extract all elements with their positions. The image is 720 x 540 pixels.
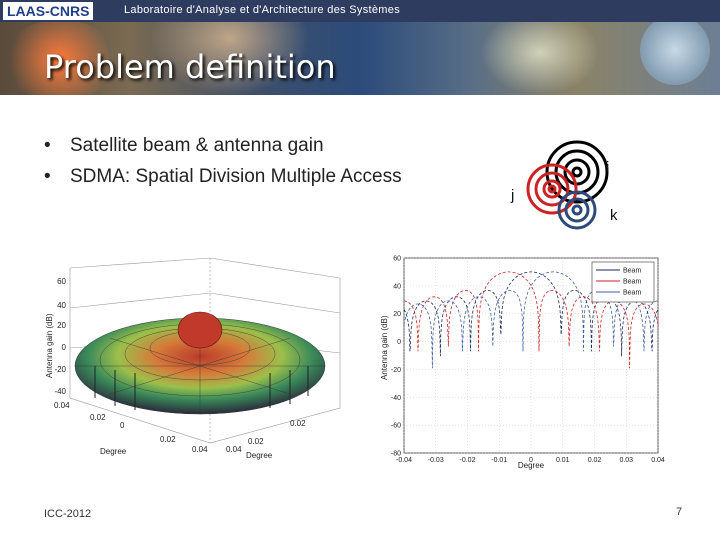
y-axis-label: Degree: [246, 451, 273, 460]
svg-text:0.02: 0.02: [290, 419, 306, 428]
chart-series-line: [403, 271, 659, 357]
svg-text:0.02: 0.02: [248, 437, 264, 446]
chart-series: [403, 271, 659, 369]
banner-decoration: [0, 20, 120, 95]
svg-text:20: 20: [57, 321, 66, 330]
main-lobe-peak: [177, 311, 223, 349]
chart-y-tick-label: -60: [391, 423, 401, 430]
banner-wafer-image: [640, 15, 710, 85]
legend-label: Beam: [623, 290, 641, 297]
svg-text:0.02: 0.02: [160, 435, 176, 444]
chart-y-tick-label: 20: [393, 311, 401, 318]
legend-label: Beam: [623, 268, 641, 275]
header-banner: LAAS-CNRS Laboratoire d'Analyse et d'Arc…: [0, 0, 720, 95]
chart-x-ticks: -0.04 -0.03 -0.02 -0.01 0 0.01 0.02 0.03 0.04: [396, 457, 665, 464]
legend-label: Beam: [623, 279, 641, 286]
chart-x-tick-label: -0.04: [396, 457, 412, 464]
chart-x-label: Degree: [518, 461, 545, 470]
beam-pattern-chart: 60 40 20 0 -20 -40 -60 -80 -0.04 -0.03 -0.02 -0.01…: [380, 256, 665, 471]
beam-label-i: i: [606, 159, 609, 176]
banner-decoration: [480, 10, 600, 95]
svg-text:40: 40: [57, 301, 66, 310]
lab-name: Laboratoire d'Analyse et d'Architecture …: [124, 4, 400, 16]
bullet-item: • SDMA: Spatial Division Multiple Access: [44, 166, 402, 187]
z-axis-ticks: 60 40 20 0 -20 -40: [54, 277, 66, 396]
svg-text:-20: -20: [54, 365, 66, 374]
y-axis-ticks: 0.02 0.04 0.02: [226, 419, 306, 454]
surface-nulls: [94, 366, 309, 410]
chart-x-tick-label: 0.03: [619, 457, 633, 464]
chart-y-tick-label: -20: [391, 367, 401, 374]
svg-text:0.04: 0.04: [54, 401, 70, 410]
chart-y-tick-label: -80: [391, 451, 401, 458]
svg-text:0: 0: [120, 421, 125, 430]
laas-cnrs-logo: LAAS-CNRS: [3, 2, 94, 20]
antenna-gain-3d-plot: 60 40 20 0 -20 -40 Antenna gain (dB) 0.0…: [45, 257, 341, 460]
chart-y-ticks: 60 40 20 0 -20 -40 -60 -80: [391, 256, 401, 458]
svg-text:0: 0: [62, 343, 67, 352]
chart-x-tick-label: -0.01: [491, 457, 507, 464]
beam-label-k: k: [610, 207, 618, 224]
page-number: 7: [676, 506, 683, 518]
beam-rings-diagram: i j k: [510, 140, 618, 230]
svg-text:0.02: 0.02: [90, 413, 106, 422]
x-axis-label: Degree: [100, 447, 127, 456]
beam-j-rings: [526, 163, 578, 215]
banner-top-bar: [0, 0, 720, 22]
beam-k-rings: [557, 190, 597, 230]
chart-y-tick-label: 40: [393, 283, 401, 290]
svg-text:0.04: 0.04: [226, 445, 242, 454]
chart-grid: [403, 257, 659, 454]
conference-label: ICC-2012: [44, 508, 92, 520]
svg-text:0.04: 0.04: [192, 445, 208, 454]
z-axis-label: Antenna gain (dB): [45, 313, 54, 378]
beam-label-j: j: [510, 187, 514, 204]
chart-y-label: Antenna gain (dB): [380, 315, 389, 380]
chart-x-tick-label: -0.02: [460, 457, 476, 464]
bullet-list: • Satellite beam & antenna gain • SDMA: Sp…: [44, 130, 402, 192]
chart-legend: Beam Beam Beam: [591, 261, 655, 303]
chart-y-tick-label: 0: [397, 339, 401, 346]
chart-x-tick-label: 0.01: [556, 457, 570, 464]
chart-x-tick-label: 0.02: [588, 457, 602, 464]
slide-title: Problem definition: [44, 48, 336, 86]
x-axis-ticks: 0.04 0.02 0 0.02 0.04: [54, 401, 208, 454]
chart-x-tick-label: -0.03: [428, 457, 444, 464]
svg-text:-40: -40: [54, 387, 66, 396]
bullet-item: • Satellite beam & antenna gain: [44, 135, 324, 156]
svg-text:60: 60: [57, 277, 66, 286]
chart-y-tick-label: -40: [391, 395, 401, 402]
chart-y-tick-label: 60: [393, 256, 401, 263]
chart-x-tick-label: 0.04: [651, 457, 665, 464]
chart-x-tick-label: 0: [529, 457, 533, 464]
